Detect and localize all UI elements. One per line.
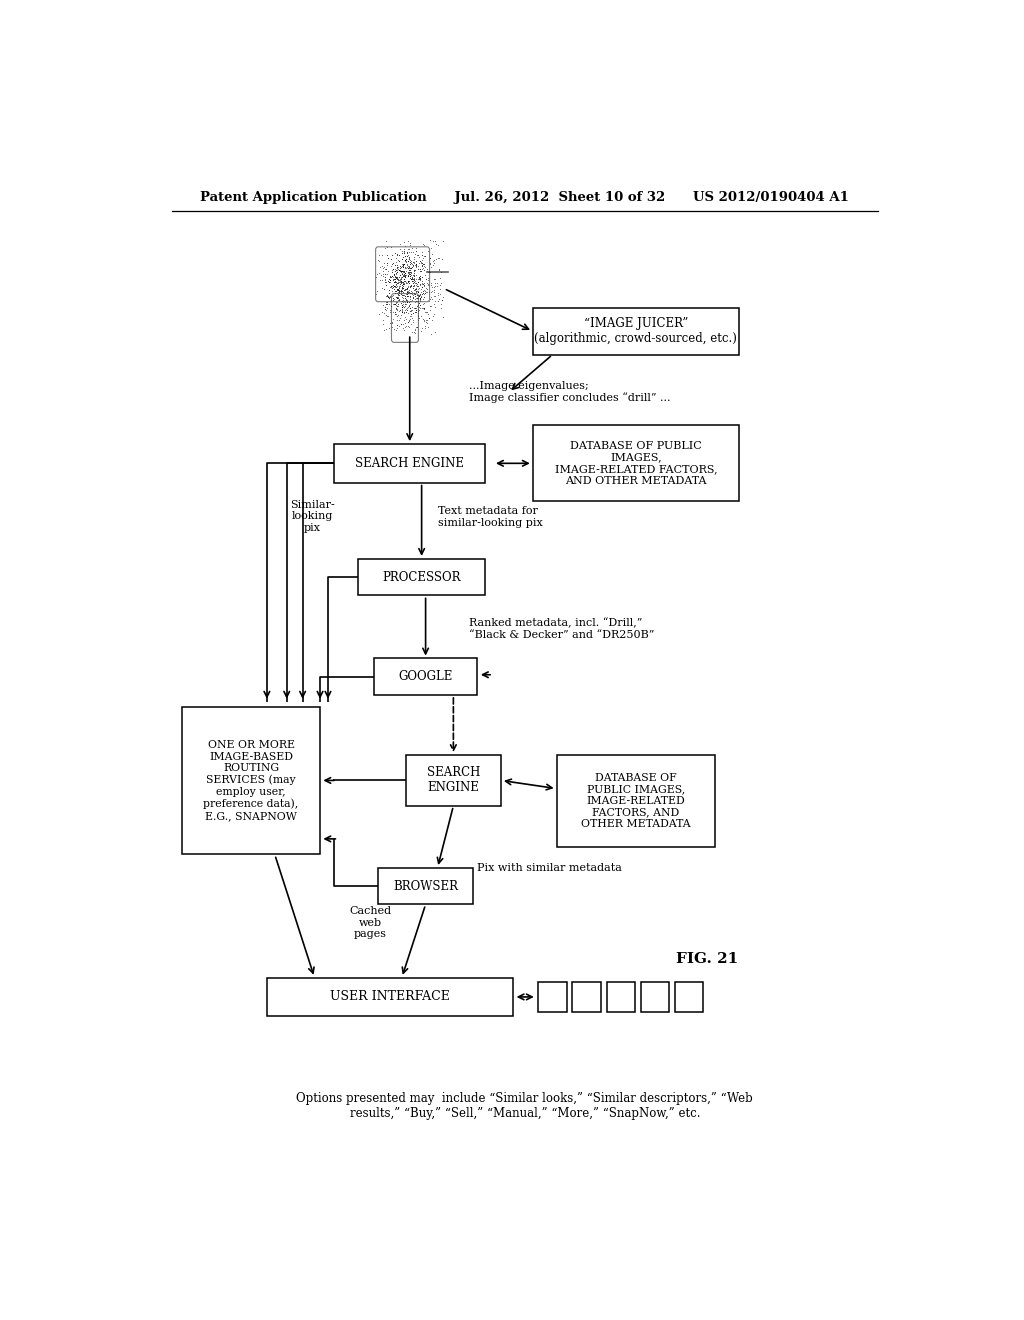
Text: “IMAGE JUICER”
(algorithmic, crowd-sourced, etc.): “IMAGE JUICER” (algorithmic, crowd-sourc…	[535, 317, 737, 346]
FancyBboxPatch shape	[539, 982, 567, 1012]
FancyBboxPatch shape	[532, 308, 739, 355]
FancyBboxPatch shape	[572, 982, 601, 1012]
Text: Cached
web
pages: Cached web pages	[349, 906, 391, 940]
FancyBboxPatch shape	[532, 425, 739, 502]
Text: ONE OR MORE
IMAGE-BASED
ROUTING
SERVICES (may
employ user,
preference data),
E.G: ONE OR MORE IMAGE-BASED ROUTING SERVICES…	[204, 741, 299, 821]
Text: Pix with similar metadata: Pix with similar metadata	[477, 863, 622, 873]
FancyBboxPatch shape	[557, 755, 715, 846]
FancyBboxPatch shape	[374, 659, 477, 696]
FancyBboxPatch shape	[267, 978, 513, 1016]
Text: Patent Application Publication      Jul. 26, 2012  Sheet 10 of 32      US 2012/0: Patent Application Publication Jul. 26, …	[201, 190, 849, 203]
FancyBboxPatch shape	[378, 867, 473, 904]
FancyBboxPatch shape	[641, 982, 670, 1012]
Text: PROCESSOR: PROCESSOR	[382, 570, 461, 583]
Text: ...Image eigenvalues;
Image classifier concludes “drill” ...: ...Image eigenvalues; Image classifier c…	[469, 381, 671, 404]
FancyBboxPatch shape	[675, 982, 703, 1012]
Text: FIG. 21: FIG. 21	[676, 952, 738, 966]
Text: GOOGLE: GOOGLE	[398, 671, 453, 684]
Text: DATABASE OF
PUBLIC IMAGES,
IMAGE-RELATED
FACTORS, AND
OTHER METADATA: DATABASE OF PUBLIC IMAGES, IMAGE-RELATED…	[581, 772, 691, 829]
FancyBboxPatch shape	[334, 444, 485, 483]
Text: BROWSER: BROWSER	[393, 879, 458, 892]
Text: USER INTERFACE: USER INTERFACE	[330, 990, 450, 1003]
FancyBboxPatch shape	[406, 755, 501, 805]
Text: SEARCH ENGINE: SEARCH ENGINE	[355, 457, 464, 470]
Text: Ranked metadata, incl. “Drill,”
“Black & Decker” and “DR250B”: Ranked metadata, incl. “Drill,” “Black &…	[469, 618, 654, 640]
Text: DATABASE OF PUBLIC
IMAGES,
IMAGE-RELATED FACTORS,
AND OTHER METADATA: DATABASE OF PUBLIC IMAGES, IMAGE-RELATED…	[555, 441, 717, 486]
FancyBboxPatch shape	[181, 706, 321, 854]
Text: Similar-
looking
pix: Similar- looking pix	[290, 499, 335, 533]
Text: Options presented may  include “Similar looks,” “Similar descriptors,” “Web
resu: Options presented may include “Similar l…	[296, 1092, 754, 1119]
Text: Text metadata for
similar-looking pix: Text metadata for similar-looking pix	[437, 507, 543, 528]
Text: SEARCH
ENGINE: SEARCH ENGINE	[427, 767, 480, 795]
FancyBboxPatch shape	[606, 982, 635, 1012]
FancyBboxPatch shape	[358, 558, 485, 595]
